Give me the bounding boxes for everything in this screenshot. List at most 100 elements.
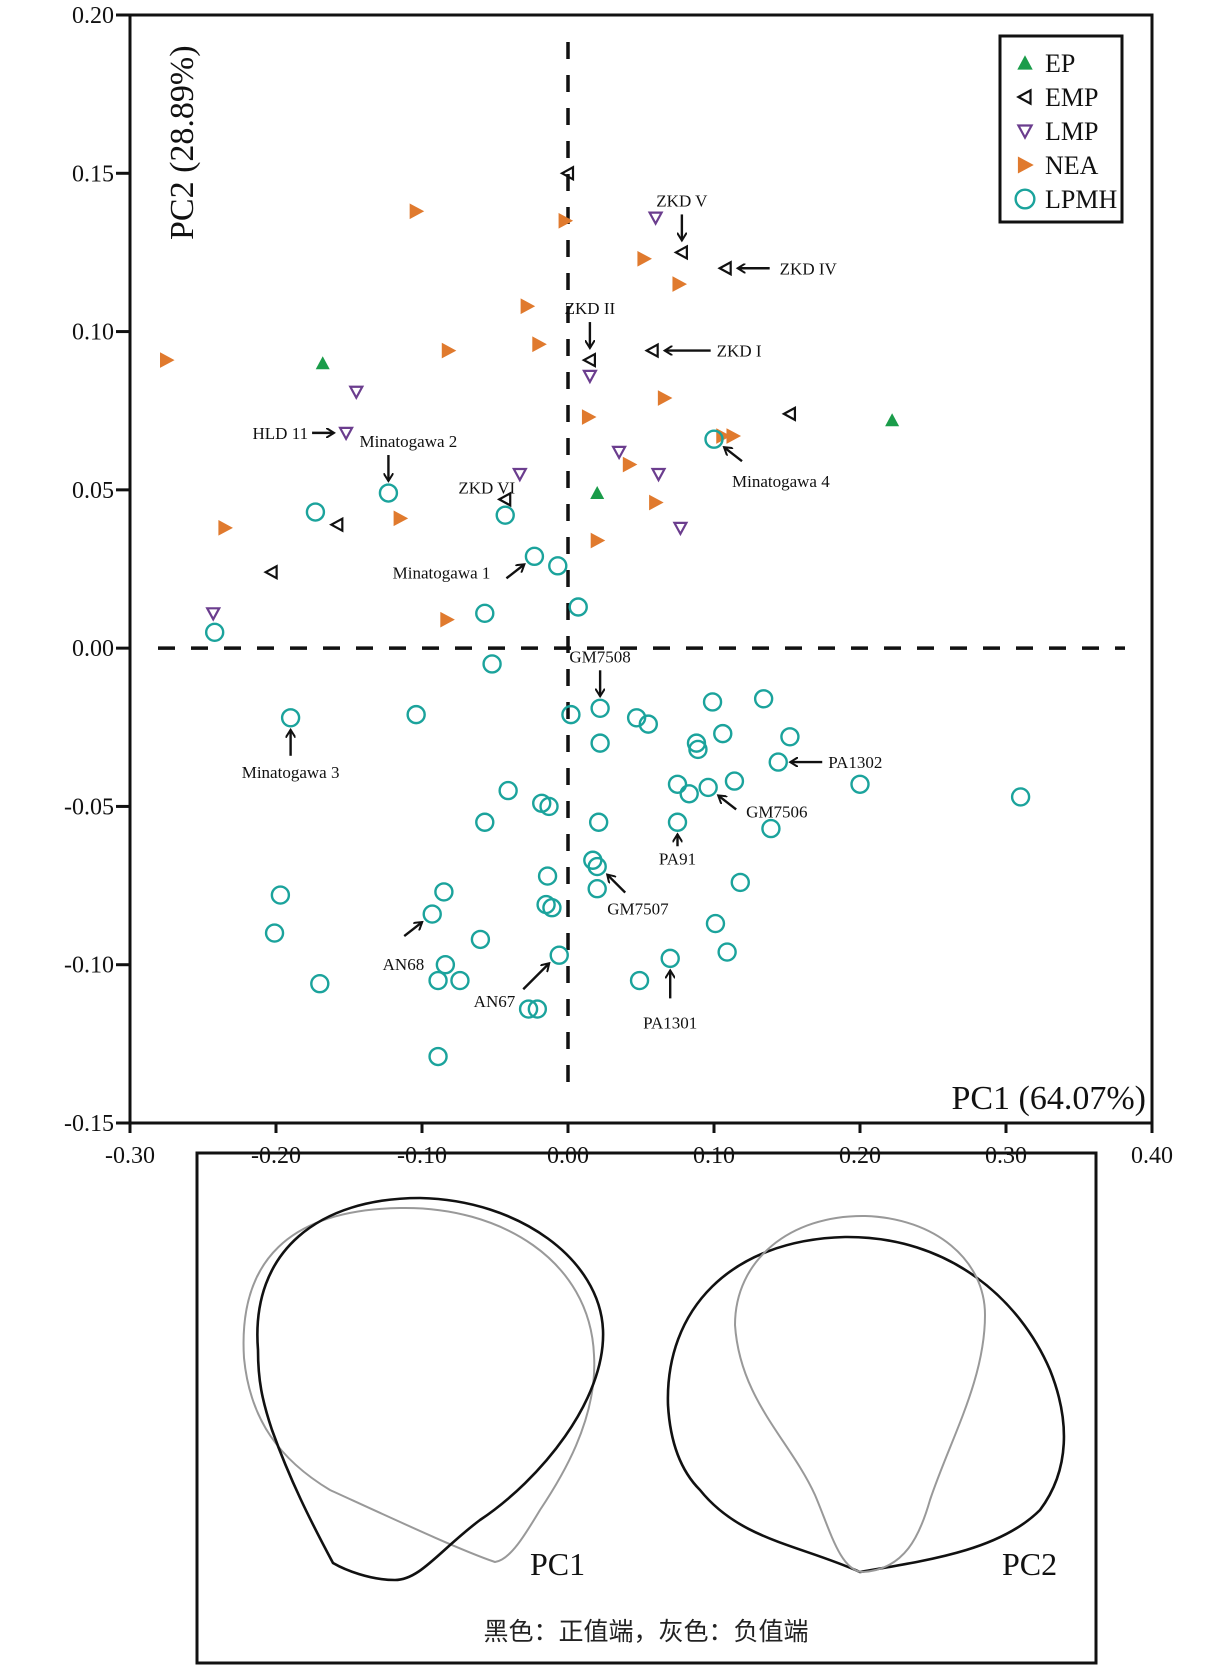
annotation-arrow xyxy=(724,447,743,463)
data-point-lpmh xyxy=(475,812,495,832)
shape-panel: PC1 PC2 黑色：正值端，灰色：负值端 xyxy=(195,1151,1098,1665)
data-point-lpmh xyxy=(527,999,548,1019)
annotation-arrow xyxy=(607,875,627,894)
legend-label: EP xyxy=(1045,49,1075,78)
pc1-negative-outline xyxy=(242,1206,596,1564)
data-point-lpmh xyxy=(590,733,610,753)
y-tick-label: 0.15 xyxy=(72,161,114,187)
data-point-lpmh xyxy=(660,948,680,969)
series-emp xyxy=(263,165,797,581)
annotation-label: HLD 11 xyxy=(253,424,309,443)
x-tick-label: 0.00 xyxy=(547,1143,589,1169)
annotation: PA1301 xyxy=(643,970,697,1032)
data-point-ep xyxy=(885,413,900,427)
pc1-positive-outline xyxy=(256,1196,605,1582)
data-point-lpmh xyxy=(539,796,559,817)
data-point-lpmh xyxy=(422,904,442,924)
annotation-label: Minatogawa 2 xyxy=(360,432,458,451)
data-point-lpmh xyxy=(588,812,609,832)
legend-marker-nea xyxy=(1017,156,1034,174)
annotation-label: ZKD V xyxy=(656,191,708,210)
data-point-lmp xyxy=(647,211,664,226)
data-point-nea xyxy=(672,276,688,292)
data-point-lmp xyxy=(582,369,598,385)
data-point-lpmh xyxy=(717,942,737,962)
data-point-lpmh xyxy=(204,622,225,643)
data-point-nea xyxy=(409,203,425,220)
data-point-lpmh xyxy=(638,714,658,734)
annotation-label: PA1302 xyxy=(828,753,882,772)
data-point-lpmh xyxy=(310,974,330,994)
data-point-nea xyxy=(637,250,652,267)
data-point-ep xyxy=(315,356,330,370)
data-point-emp xyxy=(781,406,797,422)
annotations: ZKD V ZKD IV ZKD II ZKD I HLD 11 Minatogawa 2… xyxy=(242,191,883,1032)
data-point-lpmh xyxy=(568,597,588,617)
data-point-lpmh xyxy=(768,752,788,772)
data-point-lpmh xyxy=(587,856,607,877)
data-point-nea xyxy=(218,520,233,536)
annotation-label: ZKD VI xyxy=(458,478,515,497)
data-point-lpmh xyxy=(475,603,495,624)
annotation: Minatogawa 4 xyxy=(724,447,830,491)
series-ep xyxy=(315,356,900,500)
data-point-lmp xyxy=(650,467,667,483)
data-point-lmp xyxy=(511,467,528,483)
annotation-label: AN68 xyxy=(383,955,425,974)
x-tick-label: -0.30 xyxy=(105,1143,155,1169)
data-point-lpmh xyxy=(1010,787,1031,807)
annotation: Minatogawa 1 xyxy=(393,563,525,582)
data-point-lpmh xyxy=(518,999,539,1019)
annotation: ZKD I xyxy=(665,342,762,361)
data-point-lpmh xyxy=(524,546,545,567)
data-point-lpmh xyxy=(264,923,285,943)
series-lmp xyxy=(205,211,689,622)
data-point-lpmh xyxy=(470,929,491,950)
data-point-nea xyxy=(590,532,606,549)
annotation: PA91 xyxy=(659,834,696,868)
data-point-lpmh xyxy=(679,784,699,804)
annotation-label: Minatogawa 1 xyxy=(393,563,491,582)
data-point-lmp xyxy=(672,521,689,537)
data-point-emp xyxy=(673,244,688,261)
data-point-lpmh xyxy=(270,885,291,905)
data-point-lpmh xyxy=(590,698,610,718)
data-point-nea xyxy=(649,494,664,511)
data-point-nea xyxy=(726,428,742,444)
shape-panel-caption: 黑色：正值端，灰色：负值端 xyxy=(483,1617,808,1646)
legend-marker-ep xyxy=(1017,55,1033,70)
annotation: ZKD V xyxy=(656,191,708,240)
annotation-label: AN67 xyxy=(474,992,516,1011)
annotation: GM7507 xyxy=(607,875,669,919)
legend: EP EMP LMP NEA LPMH xyxy=(998,34,1124,224)
data-point-emp xyxy=(559,165,575,182)
annotation-label: Minatogawa 4 xyxy=(732,472,830,491)
y-axis-title: PC2 (28.89%) xyxy=(164,45,201,240)
legend-marker-lmp xyxy=(1016,124,1034,140)
annotation: Minatogawa 3 xyxy=(242,730,340,782)
reference-lines xyxy=(158,42,1125,1092)
data-point-lpmh xyxy=(724,771,745,791)
data-point-lpmh xyxy=(667,812,688,832)
y-tick-label: 0.05 xyxy=(72,478,114,504)
annotation: ZKD IV xyxy=(738,259,838,278)
legend-label: NEA xyxy=(1045,151,1099,180)
x-tick-label: -0.20 xyxy=(251,1143,301,1169)
annotation-label: PA91 xyxy=(659,849,696,868)
annotation-label: GM7508 xyxy=(569,647,630,666)
annotation-label: Minatogawa 3 xyxy=(242,763,340,782)
y-axis-ticks: 0.20 0.15 0.10 0.05 0.00 -0.05 -0.10 -0.15 xyxy=(64,3,130,1137)
legend-marker-lpmh xyxy=(1014,188,1036,210)
legend-label: EMP xyxy=(1045,83,1098,112)
data-point-lpmh xyxy=(406,704,426,725)
data-point-emp xyxy=(263,564,278,581)
x-axis-ticks: -0.30 -0.20 -0.10 0.00 0.10 0.20 0.30 0.40 xyxy=(105,1123,1173,1169)
data-point-lpmh xyxy=(730,872,750,893)
data-point-ep xyxy=(590,486,605,500)
data-point-nea xyxy=(441,342,457,359)
data-point-lpmh xyxy=(629,970,650,991)
data-point-nea xyxy=(520,298,536,315)
annotation: ZKD II xyxy=(565,299,615,348)
annotation: AN67 xyxy=(474,963,550,1011)
